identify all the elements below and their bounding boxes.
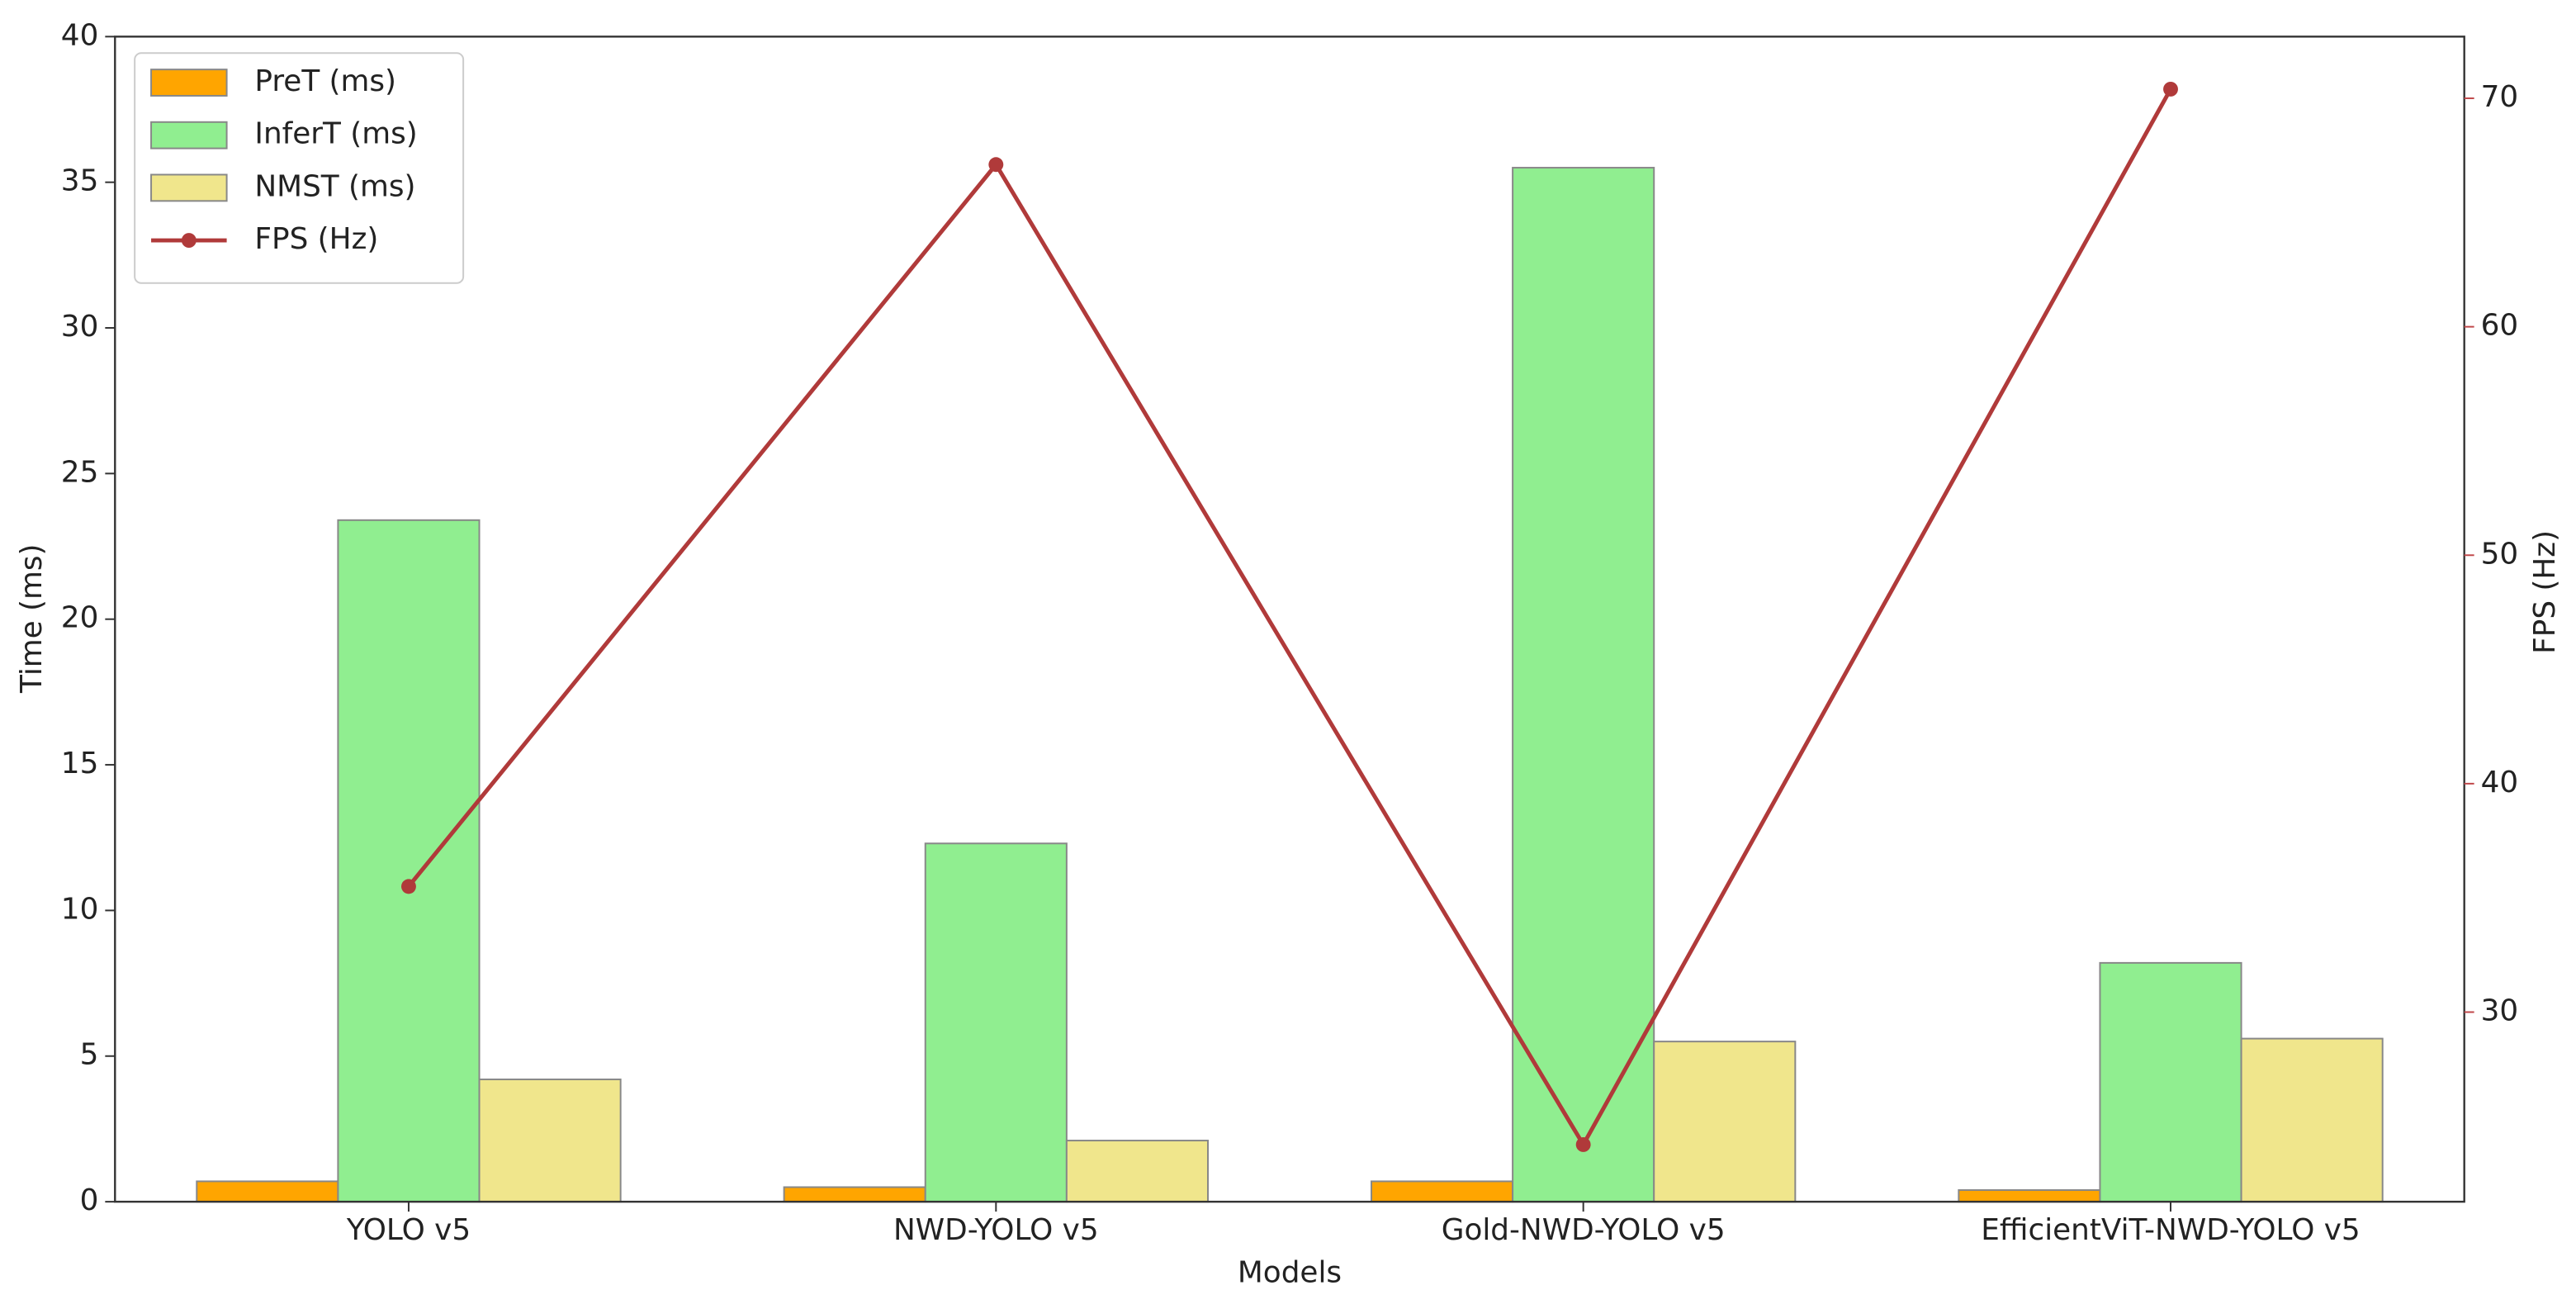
- legend: PreT (ms) InferT (ms) NMST (ms) FPS (Hz): [134, 52, 465, 284]
- legend-marker: [181, 233, 197, 249]
- bar: [1958, 1188, 2101, 1203]
- line-marker: [1575, 1136, 1591, 1152]
- y2-tick-label: 50: [2481, 537, 2519, 571]
- bar: [1512, 167, 1655, 1203]
- bar: [1065, 1140, 1209, 1203]
- line-marker: [401, 879, 416, 894]
- legend-swatch: [150, 173, 228, 202]
- x-tick-label: Gold-NWD-YOLO v5: [1442, 1213, 1726, 1247]
- legend-label: PreT (ms): [254, 64, 396, 98]
- legend-swatch: [150, 69, 228, 97]
- bar: [783, 1186, 926, 1203]
- y-tick-label: 5: [80, 1038, 99, 1072]
- y-tick-label: 25: [61, 455, 99, 489]
- y-tick-label: 35: [61, 164, 99, 198]
- legend-box: [134, 52, 465, 284]
- y-tick-label: 20: [61, 601, 99, 635]
- legend-swatch: [150, 121, 228, 149]
- legend-label: InferT (ms): [254, 117, 417, 151]
- y-axis-label: Time (ms): [15, 544, 49, 694]
- legend-label: FPS (Hz): [254, 222, 378, 256]
- bar: [2240, 1037, 2384, 1203]
- x-tick-label: EfficientViT-NWD-YOLO v5: [1981, 1213, 2360, 1247]
- bar: [196, 1180, 339, 1203]
- y-tick-label: 0: [80, 1183, 99, 1217]
- y-tick-label: 15: [61, 747, 99, 780]
- x-tick-label: YOLO v5: [346, 1213, 471, 1247]
- y-tick-label: 30: [61, 310, 99, 344]
- y2-tick-label: 30: [2481, 994, 2519, 1028]
- bar: [337, 519, 481, 1203]
- bar: [1370, 1180, 1514, 1203]
- x-axis-label: Models: [1238, 1256, 1342, 1290]
- line: [407, 88, 2173, 1149]
- x-tick-label: NWD-YOLO v5: [893, 1213, 1099, 1247]
- y2-tick-label: 40: [2481, 766, 2519, 799]
- line-marker: [988, 157, 1004, 173]
- line-marker: [2163, 82, 2178, 97]
- y-tick-label: 40: [61, 18, 99, 52]
- y-tick-label: 10: [61, 892, 99, 926]
- bar: [2099, 961, 2242, 1203]
- bar: [924, 842, 1068, 1203]
- bar: [1653, 1041, 1797, 1203]
- bar: [478, 1078, 622, 1203]
- y2-axis-label: FPS (Hz): [2528, 530, 2562, 654]
- y2-tick-label: 60: [2481, 309, 2519, 343]
- y2-tick-label: 70: [2481, 80, 2519, 114]
- legend-label: NMST (ms): [254, 169, 415, 203]
